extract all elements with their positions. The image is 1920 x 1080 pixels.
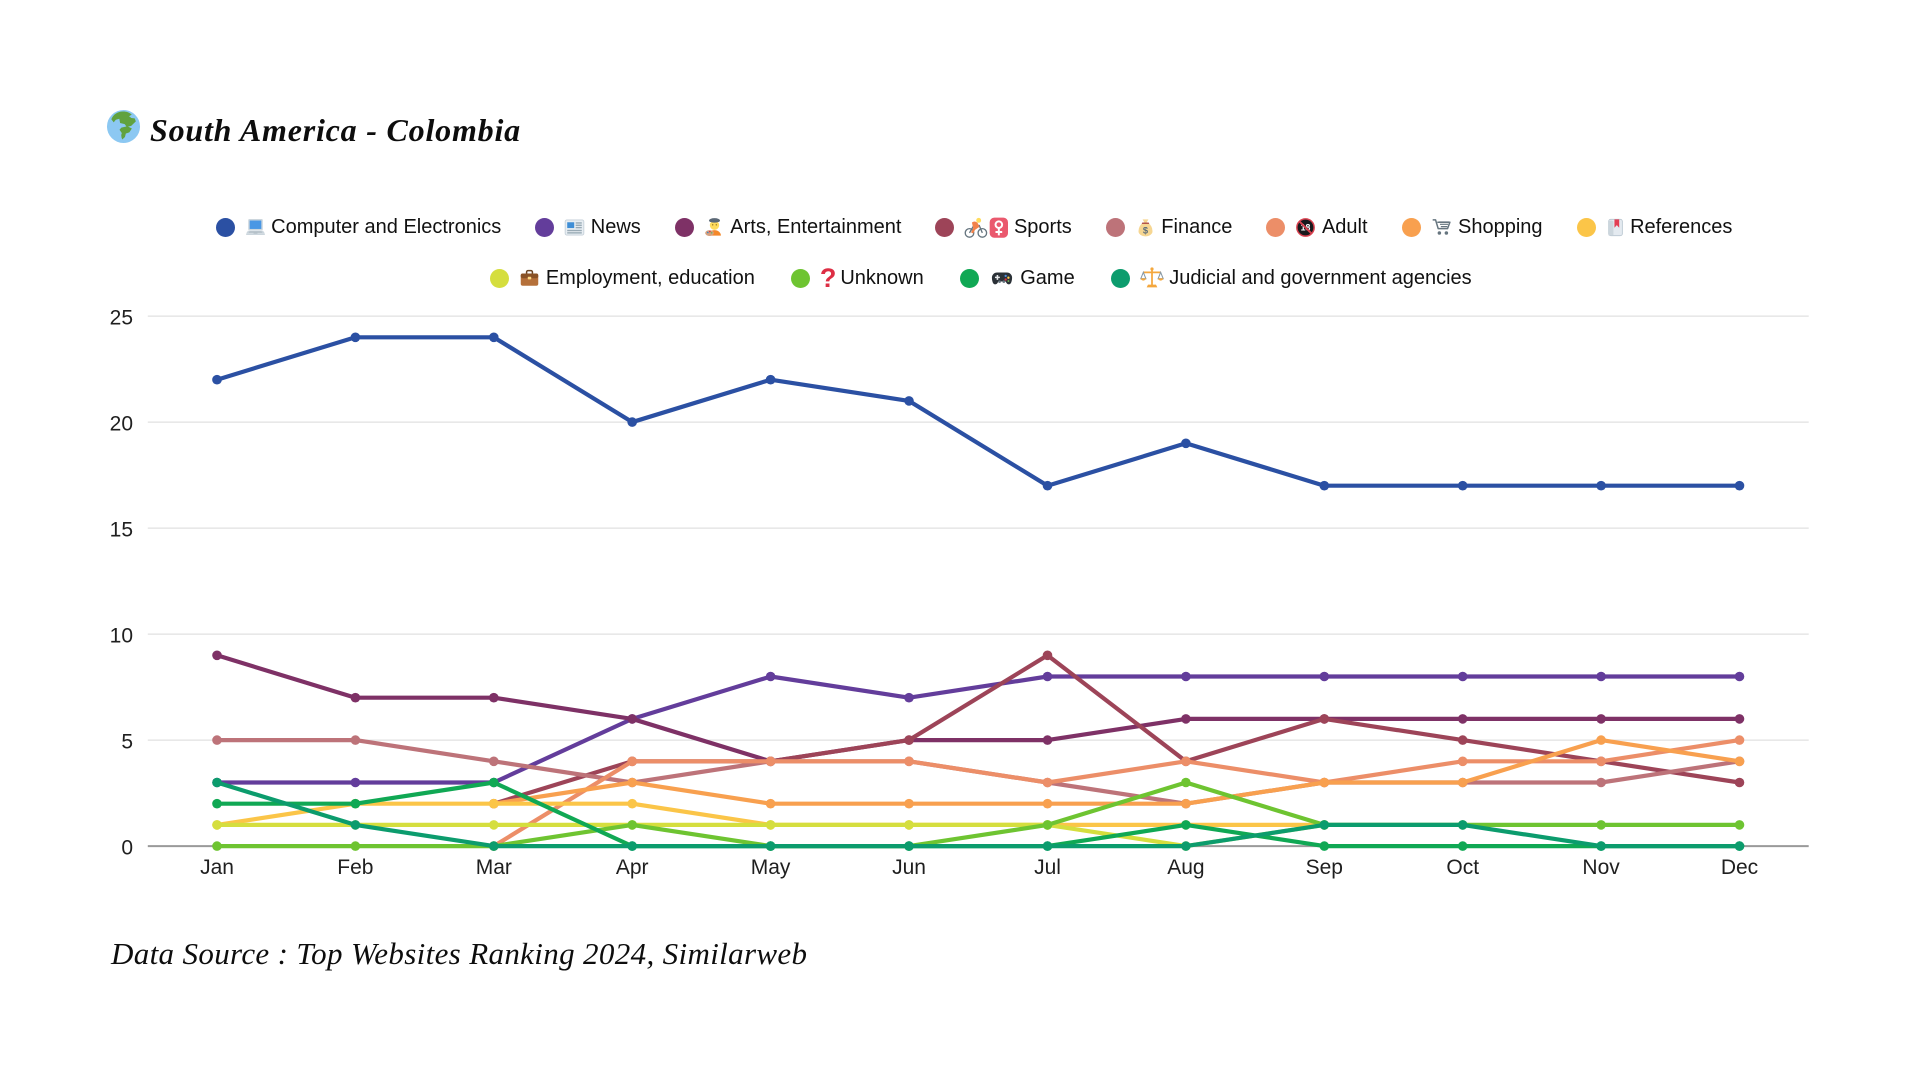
svg-text:20: 20 — [110, 413, 133, 436]
svg-text:$: $ — [1143, 225, 1149, 235]
svg-text:Apr: Apr — [616, 856, 649, 879]
svg-text:10: 10 — [110, 625, 133, 648]
svg-text:Dec: Dec — [1721, 856, 1758, 879]
svg-text:Feb: Feb — [337, 856, 373, 879]
svg-text:5: 5 — [121, 731, 133, 754]
svg-text:Jun: Jun — [892, 856, 926, 879]
svg-text:May: May — [751, 856, 791, 879]
svg-text:15: 15 — [110, 519, 133, 542]
svg-text:Jan: Jan — [200, 856, 234, 879]
svg-text:25: 25 — [110, 307, 133, 330]
svg-text:Sep: Sep — [1306, 856, 1343, 879]
svg-text:Oct: Oct — [1446, 856, 1479, 879]
svg-text:0: 0 — [121, 837, 133, 860]
svg-text:Nov: Nov — [1582, 856, 1620, 879]
svg-text:Aug: Aug — [1167, 856, 1204, 879]
svg-text:Mar: Mar — [476, 856, 512, 879]
svg-text:Jul: Jul — [1034, 856, 1061, 879]
